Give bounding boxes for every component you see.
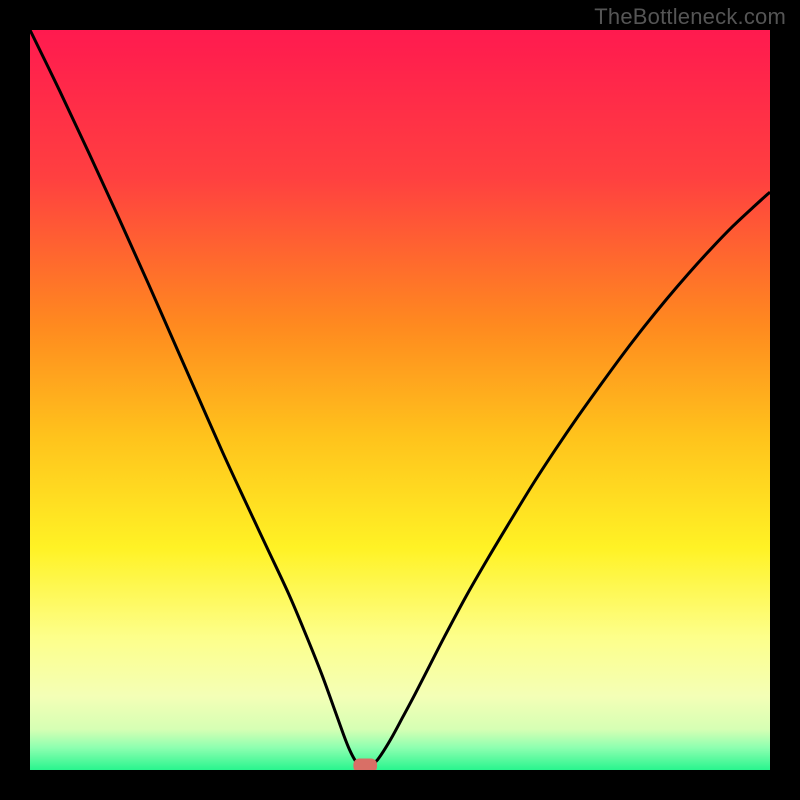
watermark-label: TheBottleneck.com [594,4,786,30]
bottleneck-chart-svg [0,0,800,800]
plot-background [30,30,770,770]
chart-stage: TheBottleneck.com [0,0,800,800]
optimal-point-marker [353,759,377,773]
